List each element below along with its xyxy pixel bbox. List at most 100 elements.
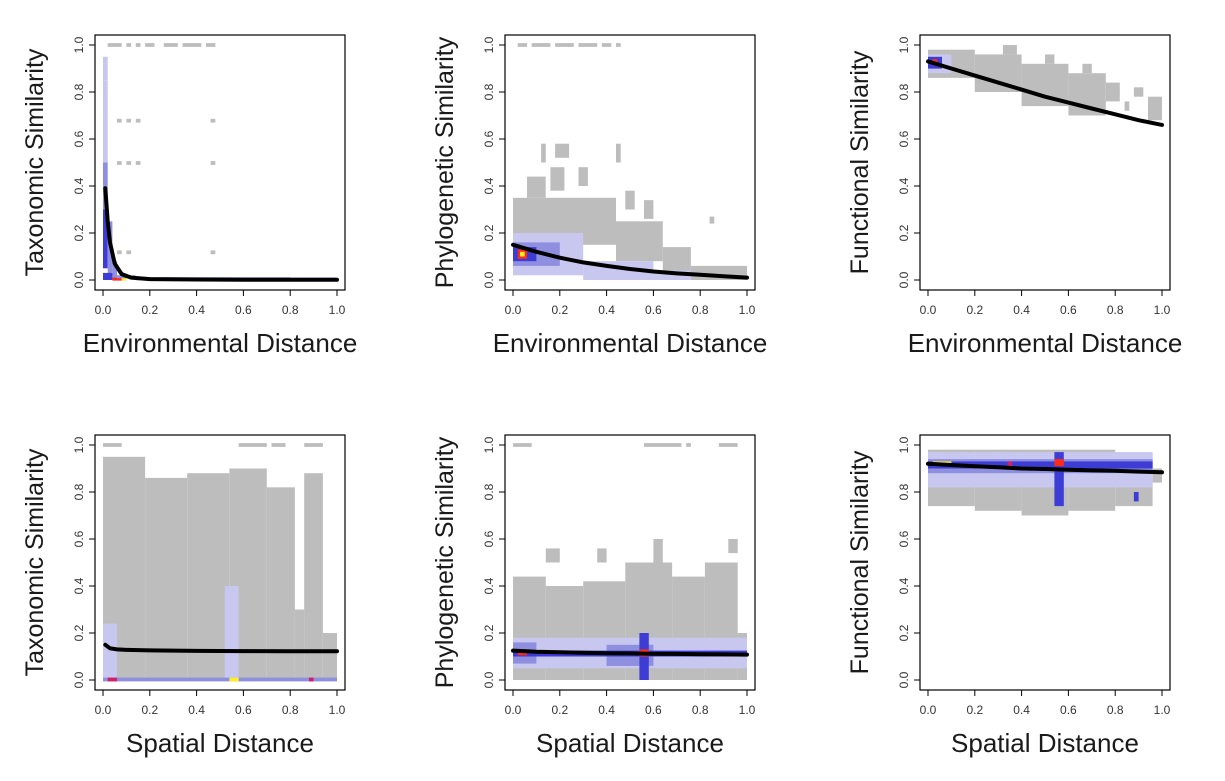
y-axis: 0.0 0.2 0.4 0.6 0.8 1.0 — [482, 436, 505, 688]
x-tick-label: 0.2 — [141, 703, 158, 717]
density-cell — [112, 261, 118, 280]
x-tick-label: 0.6 — [1060, 703, 1077, 717]
y-axis-label: Phylogenetic Similarity — [431, 436, 459, 688]
panel-env-taxonomic: 0.0 0.2 0.4 0.6 0.8 1.0 0.0 0.2 0.4 0.6 0.8 1.0 En… — [0, 0, 400, 380]
density-cell — [644, 200, 654, 219]
density-cell — [210, 118, 216, 123]
density-cell — [304, 443, 323, 447]
density-cell — [653, 539, 663, 563]
x-tick-label: 0.2 — [966, 303, 983, 317]
x-axis-label: Environmental Distance — [493, 328, 768, 358]
density-cell — [531, 43, 551, 47]
panel-spatial-functional: 0.0 0.2 0.4 0.6 0.8 1.0 0.0 0.2 0.4 0.6 0.8 1.0 Sp… — [825, 400, 1225, 780]
density-cells — [513, 43, 747, 280]
x-axis-label: Spatial Distance — [536, 728, 724, 758]
density-cell — [229, 677, 239, 682]
density-cell — [117, 250, 122, 255]
x-axis: 0.0 0.2 0.4 0.6 0.8 1.0 — [95, 690, 346, 717]
y-tick-label: 0.6 — [482, 130, 496, 147]
chart-env-functional: 0.0 0.2 0.4 0.6 0.8 1.0 0.0 0.2 0.4 0.6 0.8 1.0 En… — [846, 34, 1182, 358]
y-tick-label: 0.4 — [72, 577, 86, 594]
density-cell — [1133, 87, 1144, 97]
y-tick-label: 0.8 — [482, 83, 496, 100]
x-axis-label: Spatial Distance — [951, 728, 1139, 758]
density-cell — [103, 56, 108, 81]
y-tick-label: 0.2 — [482, 624, 496, 641]
y-tick-label: 1.0 — [72, 36, 86, 53]
density-cell — [103, 80, 108, 116]
y-axis: 0.0 0.2 0.4 0.6 0.8 1.0 — [72, 436, 95, 688]
x-tick-label: 0.2 — [966, 703, 983, 717]
density-cell — [520, 251, 525, 257]
density-cell — [616, 43, 621, 47]
plot-frame — [94, 434, 346, 691]
density-cell — [601, 43, 612, 47]
density-cell — [1148, 96, 1162, 121]
density-cell — [271, 443, 286, 447]
y-tick-label: 0.4 — [72, 177, 86, 194]
x-tick-label: 0.2 — [551, 303, 568, 317]
density-cell — [653, 270, 691, 280]
density-cell — [117, 118, 122, 123]
chart-env-phylogenetic: 0.0 0.2 0.4 0.6 0.8 1.0 0.0 0.2 0.4 0.6 0.8 1.0 En… — [431, 34, 768, 358]
plot-frame — [504, 434, 756, 691]
density-cell — [103, 677, 337, 682]
x-tick-label: 0.0 — [920, 303, 937, 317]
y-tick-label: 0.8 — [482, 483, 496, 500]
y-tick-label: 0.8 — [897, 483, 911, 500]
density-cell — [686, 443, 691, 447]
y-tick-label: 1.0 — [897, 36, 911, 53]
density-cell — [121, 277, 127, 281]
y-tick-label: 1.0 — [482, 436, 496, 453]
density-cell — [163, 43, 178, 47]
y-tick-label: 0.6 — [72, 130, 86, 147]
x-tick-label: 0.8 — [692, 303, 709, 317]
density-cell — [103, 209, 108, 269]
chart-spatial-functional: 0.0 0.2 0.4 0.6 0.8 1.0 0.0 0.2 0.4 0.6 0.8 1.0 Sp… — [846, 434, 1171, 758]
density-cell — [1124, 101, 1130, 111]
density-cell — [545, 548, 560, 563]
y-tick-label: 1.0 — [482, 36, 496, 53]
y-axis: 0.0 0.2 0.4 0.6 0.8 1.0 — [482, 36, 505, 288]
density-cell — [1054, 452, 1064, 507]
y-tick-label: 0.0 — [897, 671, 911, 688]
x-tick-label: 0.6 — [235, 303, 252, 317]
density-cell — [718, 443, 738, 447]
y-tick-label: 0.2 — [482, 224, 496, 241]
density-cell — [527, 176, 546, 198]
density-cell — [597, 548, 607, 563]
density-cell — [103, 623, 117, 680]
x-tick-label: 0.6 — [235, 703, 252, 717]
density-cell — [304, 473, 323, 680]
x-tick-label: 0.0 — [95, 703, 112, 717]
fit-line — [926, 461, 1164, 475]
y-tick-label: 0.0 — [482, 671, 496, 688]
density-cell — [126, 118, 132, 123]
density-cell — [145, 43, 155, 47]
x-tick-label: 0.8 — [282, 703, 299, 717]
plot-frame — [919, 434, 1171, 691]
y-axis: 0.0 0.2 0.4 0.6 0.8 1.0 — [897, 36, 920, 288]
density-cell — [308, 677, 314, 682]
density-cell — [294, 609, 305, 680]
x-tick-label: 0.4 — [598, 303, 615, 317]
density-cell — [107, 43, 122, 47]
chart-spatial-taxonomic: 0.0 0.2 0.4 0.6 0.8 1.0 0.0 0.2 0.4 0.6 0.8 1.0 Sp… — [21, 434, 346, 758]
density-cell — [117, 161, 122, 165]
density-cell — [126, 43, 132, 47]
density-cell — [644, 443, 682, 447]
density-cell — [206, 43, 216, 47]
x-tick-label: 0.0 — [920, 703, 937, 717]
y-axis-label: Functional Similarity — [846, 450, 874, 674]
density-cell — [616, 221, 663, 262]
y-axis: 0.0 0.2 0.4 0.6 0.8 1.0 — [72, 36, 95, 288]
y-tick-label: 0.0 — [482, 271, 496, 288]
y-tick-label: 0.4 — [897, 177, 911, 194]
x-tick-label: 1.0 — [739, 703, 756, 717]
fit-line — [103, 186, 339, 282]
y-axis: 0.0 0.2 0.4 0.6 0.8 1.0 — [897, 436, 920, 688]
y-axis-label: Taxonomic Similarity — [21, 448, 49, 676]
density-cell — [103, 443, 122, 447]
x-tick-label: 0.4 — [188, 703, 205, 717]
density-cell — [928, 461, 1153, 469]
